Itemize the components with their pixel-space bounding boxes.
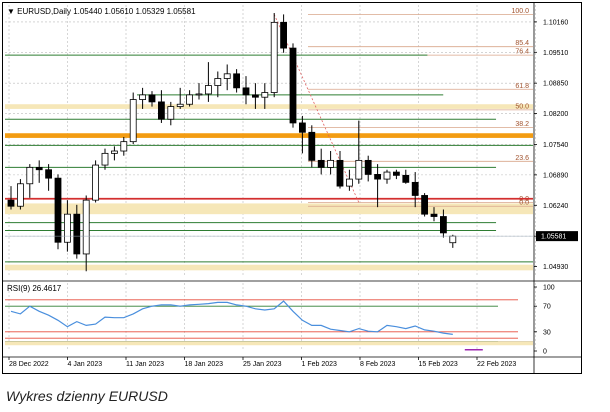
candle-body — [204, 85, 212, 95]
rsi-header: RSI(9) 26.4617 — [7, 284, 62, 293]
chart-header: ▼ EURUSD,Daily 1.05440 1.05610 1.05329 1… — [7, 7, 196, 16]
candle-body — [82, 199, 90, 255]
candle-body — [233, 73, 241, 89]
candle-body — [439, 216, 447, 234]
y-tick-label: 1.08200 — [543, 111, 568, 118]
candle-body — [449, 235, 457, 244]
candle-body — [157, 101, 165, 120]
y-tick-label: 1.10160 — [543, 19, 568, 26]
current-price-tag — [536, 231, 578, 242]
candle-body — [54, 177, 62, 243]
fib-level-label: 23.6 — [515, 155, 529, 162]
candle-body — [270, 21, 278, 93]
fib-level-label: 100.0 — [511, 8, 529, 15]
fib-level-label: 38.2 — [515, 121, 529, 128]
candle-body — [392, 171, 400, 176]
fib-level-label: 50.0 — [515, 103, 529, 110]
rsi-y-tick-label: 30 — [543, 329, 551, 336]
symbol-label: EURUSD,Daily — [17, 7, 71, 16]
candle-body — [26, 166, 34, 185]
x-tick-label: 11 Jan 2023 — [126, 361, 164, 368]
x-tick-label: 4 Jan 2023 — [68, 361, 103, 368]
y-tick-label: 1.06890 — [543, 172, 568, 179]
ohlc-values: 1.05440 1.05610 1.05329 1.05581 — [73, 7, 196, 16]
y-tick-label: 1.08850 — [543, 81, 568, 88]
candle-body — [308, 131, 316, 161]
candle-body — [64, 213, 71, 243]
candle-body — [336, 159, 344, 187]
x-tick-label: 1 Feb 2023 — [302, 361, 338, 368]
x-tick-label: 25 Jan 2023 — [243, 361, 282, 368]
candle-body — [251, 94, 259, 98]
y-tick-label: 1.04930 — [543, 264, 568, 271]
candle-body — [289, 47, 297, 124]
zone-beige — [5, 104, 533, 109]
candle-body — [402, 174, 410, 183]
candle-body — [176, 103, 184, 107]
candle-body — [421, 195, 429, 215]
fib-level-label: 61.8 — [515, 83, 529, 90]
fib-level-label: 76.4 — [515, 49, 529, 56]
rsi-line — [10, 300, 453, 335]
candle-body — [223, 73, 231, 79]
price-chart: 100.085.476.461.850.038.223.60.00.01.101… — [3, 3, 581, 373]
candle-body — [411, 181, 419, 196]
candle-body — [92, 164, 99, 201]
x-tick-label: 8 Feb 2023 — [360, 361, 396, 368]
candle-body — [214, 78, 222, 86]
candle-body — [383, 171, 391, 180]
rsi-y-tick-label: 0 — [543, 349, 547, 356]
current-price-label: 1.05581 — [541, 234, 566, 241]
candle-body — [120, 141, 128, 152]
candle-body — [7, 199, 15, 207]
rsi-zone — [5, 341, 533, 346]
candle-body — [167, 106, 175, 120]
fib-level-label: 85.4 — [515, 40, 529, 47]
candle-body — [345, 178, 353, 187]
rsi-y-tick-label: 100 — [543, 285, 555, 292]
candle-body — [16, 183, 24, 207]
collapse-arrow-icon[interactable]: ▼ — [7, 7, 15, 16]
candle-body — [101, 152, 109, 166]
x-tick-label: 18 Jan 2023 — [185, 361, 224, 368]
candle-body — [364, 159, 372, 175]
candle-body — [186, 94, 194, 105]
chart-frame: 100.085.476.461.850.038.223.60.00.01.101… — [2, 2, 582, 374]
zone-orange — [5, 133, 533, 138]
fib-level-label: 0.0 — [519, 200, 529, 207]
rsi-y-tick-label: 70 — [543, 304, 551, 311]
candle-body — [111, 150, 118, 154]
candle-body — [139, 94, 147, 100]
zone-beige — [5, 203, 533, 215]
candle-body — [355, 159, 363, 180]
candle-body — [374, 174, 382, 180]
y-tick-label: 1.07540 — [543, 142, 568, 149]
x-tick-label: 15 Feb 2023 — [419, 361, 458, 368]
candle-body — [242, 87, 250, 96]
zone-beige — [5, 264, 533, 271]
chart-caption: Wykres dzienny EURUSD — [6, 388, 168, 404]
candle-body — [280, 21, 288, 49]
y-tick-label: 1.09510 — [543, 50, 568, 57]
x-tick-label: 22 Feb 2023 — [477, 361, 516, 368]
candle-body — [298, 122, 306, 133]
candle-body — [73, 213, 81, 255]
y-tick-label: 1.06240 — [543, 203, 568, 210]
candle-body — [261, 92, 269, 98]
candle-body — [35, 166, 43, 171]
x-tick-label: 28 Dec 2022 — [9, 361, 49, 368]
candle-body — [148, 94, 156, 103]
candle-body — [327, 159, 335, 168]
candle-body — [45, 169, 52, 179]
candle-body — [129, 99, 137, 143]
candle-body — [195, 93, 203, 96]
candle-body — [317, 159, 325, 168]
candle-body — [430, 213, 438, 217]
